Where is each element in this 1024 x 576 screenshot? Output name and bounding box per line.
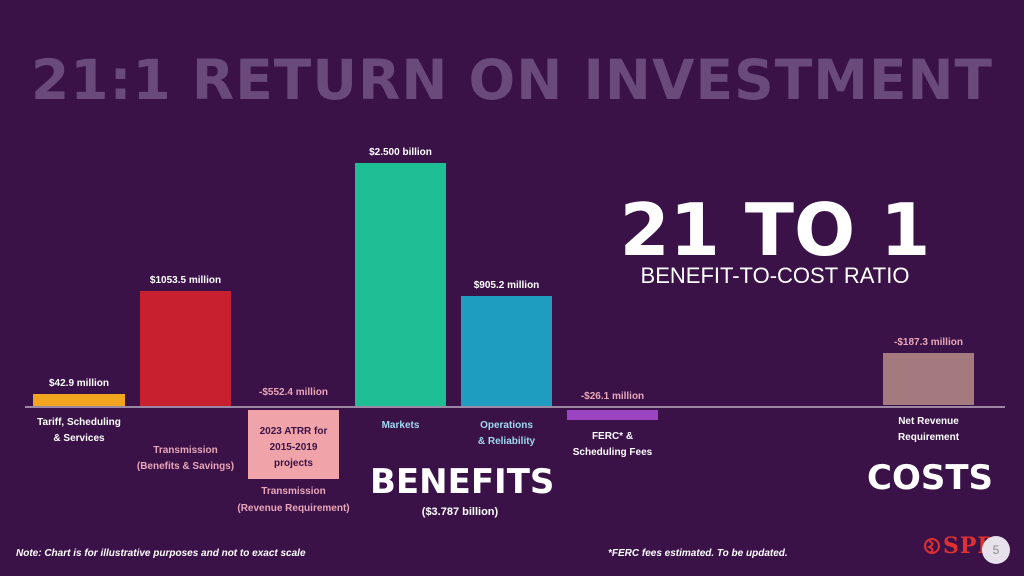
category-label-6-1: Requirement (898, 432, 960, 443)
category-label-3-0: Markets (382, 420, 420, 431)
category-label-5-0: FERC* & (592, 431, 633, 442)
scale-note: Note: Chart is for illustrative purposes… (16, 548, 306, 559)
bar-6 (883, 353, 974, 405)
costs-label: COSTS (867, 458, 994, 498)
benefits-total: ($3.787 billion) (421, 506, 499, 518)
value-label-1: $1053.5 million (150, 275, 221, 286)
ratio-subtitle: BENEFIT-TO-COST RATIO (640, 263, 910, 288)
benefits-label: BENEFITS (370, 462, 555, 502)
bar-3 (355, 163, 446, 406)
spp-logo-icon (924, 538, 940, 554)
category-label-1-1: (Benefits & Savings) (137, 461, 234, 472)
bar-2 (248, 410, 339, 479)
category-label-2-1: 2015-2019 (270, 442, 318, 453)
category-label-0-0: Tariff, Scheduling (37, 417, 121, 428)
value-label-5: -$26.1 million (581, 391, 644, 402)
category-label-1-0: Transmission (153, 445, 217, 456)
category-label-2-0: 2023 ATRR for (260, 426, 328, 437)
page-number: 5 (982, 536, 1010, 564)
bar-5 (567, 410, 658, 420)
sublabel-2-1: (Revenue Requirement) (237, 503, 349, 514)
value-label-6: -$187.3 million (894, 337, 963, 348)
category-label-6-0: Net Revenue (898, 416, 959, 427)
category-label-4-1: & Reliability (478, 436, 536, 447)
category-label-2-2: projects (274, 458, 313, 469)
bar-4 (461, 296, 552, 406)
ferc-footnote: *FERC fees estimated. To be updated. (608, 548, 788, 559)
bar-0 (33, 394, 125, 406)
value-label-2: -$552.4 million (259, 387, 328, 398)
ratio-headline: 21 TO 1 (619, 188, 931, 272)
category-label-4-0: Operations (480, 420, 533, 431)
value-label-3: $2.500 billion (369, 147, 432, 158)
sublabel-2-0: Transmission (261, 486, 325, 497)
value-label-0: $42.9 million (49, 378, 109, 389)
bar-1 (140, 291, 231, 406)
slide-title: 21:1 RETURN ON INVESTMENT (30, 48, 994, 112)
category-label-5-1: Scheduling Fees (573, 447, 653, 458)
category-label-0-1: & Services (53, 433, 105, 444)
value-label-4: $905.2 million (474, 280, 540, 291)
